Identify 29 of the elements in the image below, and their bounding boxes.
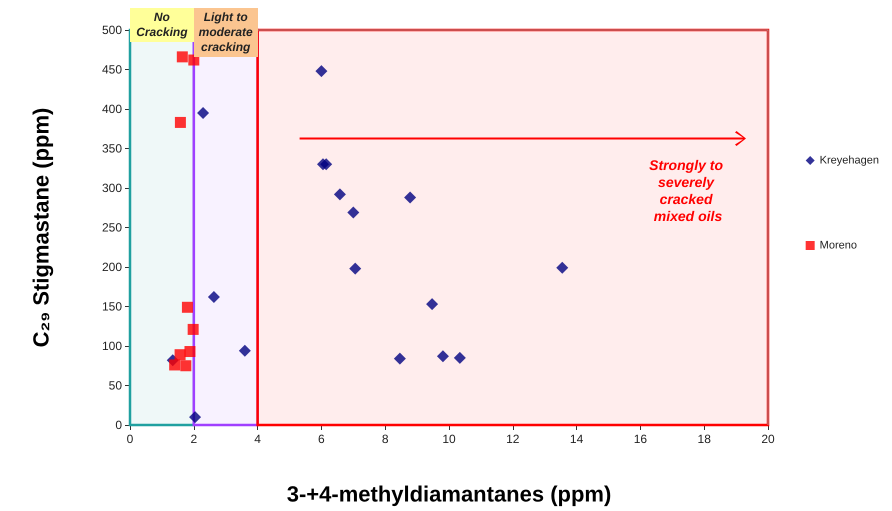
y-tick-label: 400: [102, 102, 122, 116]
y-tick-label: 50: [108, 378, 122, 392]
y-tick-label: 450: [102, 62, 122, 76]
x-tick-label: 14: [570, 432, 584, 446]
x-tick-label: 4: [254, 432, 262, 446]
x-tick-label: 0: [126, 432, 134, 446]
band-label: Strongly to severely cracked mixed oils: [649, 157, 727, 224]
x-tick-label: 16: [634, 432, 648, 446]
band-label: No Cracking: [130, 8, 194, 42]
y-tick-label: 150: [102, 300, 122, 314]
y-tick-label: 100: [102, 339, 122, 353]
y-tick-label: 300: [102, 181, 122, 195]
legend-label: Kreyehagen: [820, 154, 880, 166]
x-tick-label: 20: [761, 432, 775, 446]
y-tick-label: 250: [102, 220, 122, 234]
y-axis-title: C₂₉ Stigmastane (ppm): [28, 108, 54, 348]
y-tick-label: 350: [102, 142, 122, 156]
x-axis-title: 3-+4-methyldiamantanes (ppm): [286, 482, 612, 506]
x-tick-label: 8: [382, 432, 389, 446]
x-tick-label: 6: [318, 432, 326, 446]
y-tick-label: 200: [102, 260, 122, 274]
band-label: Light to moderate cracking: [194, 8, 258, 57]
legend-label: Moreno: [820, 240, 857, 252]
y-tick-label: 500: [102, 23, 122, 37]
x-tick-label: 10: [442, 432, 456, 446]
x-tick-label: 12: [506, 432, 520, 446]
x-tick-label: 18: [698, 432, 712, 446]
x-tick-label: 2: [190, 432, 198, 446]
y-tick-label: 0: [115, 418, 122, 432]
